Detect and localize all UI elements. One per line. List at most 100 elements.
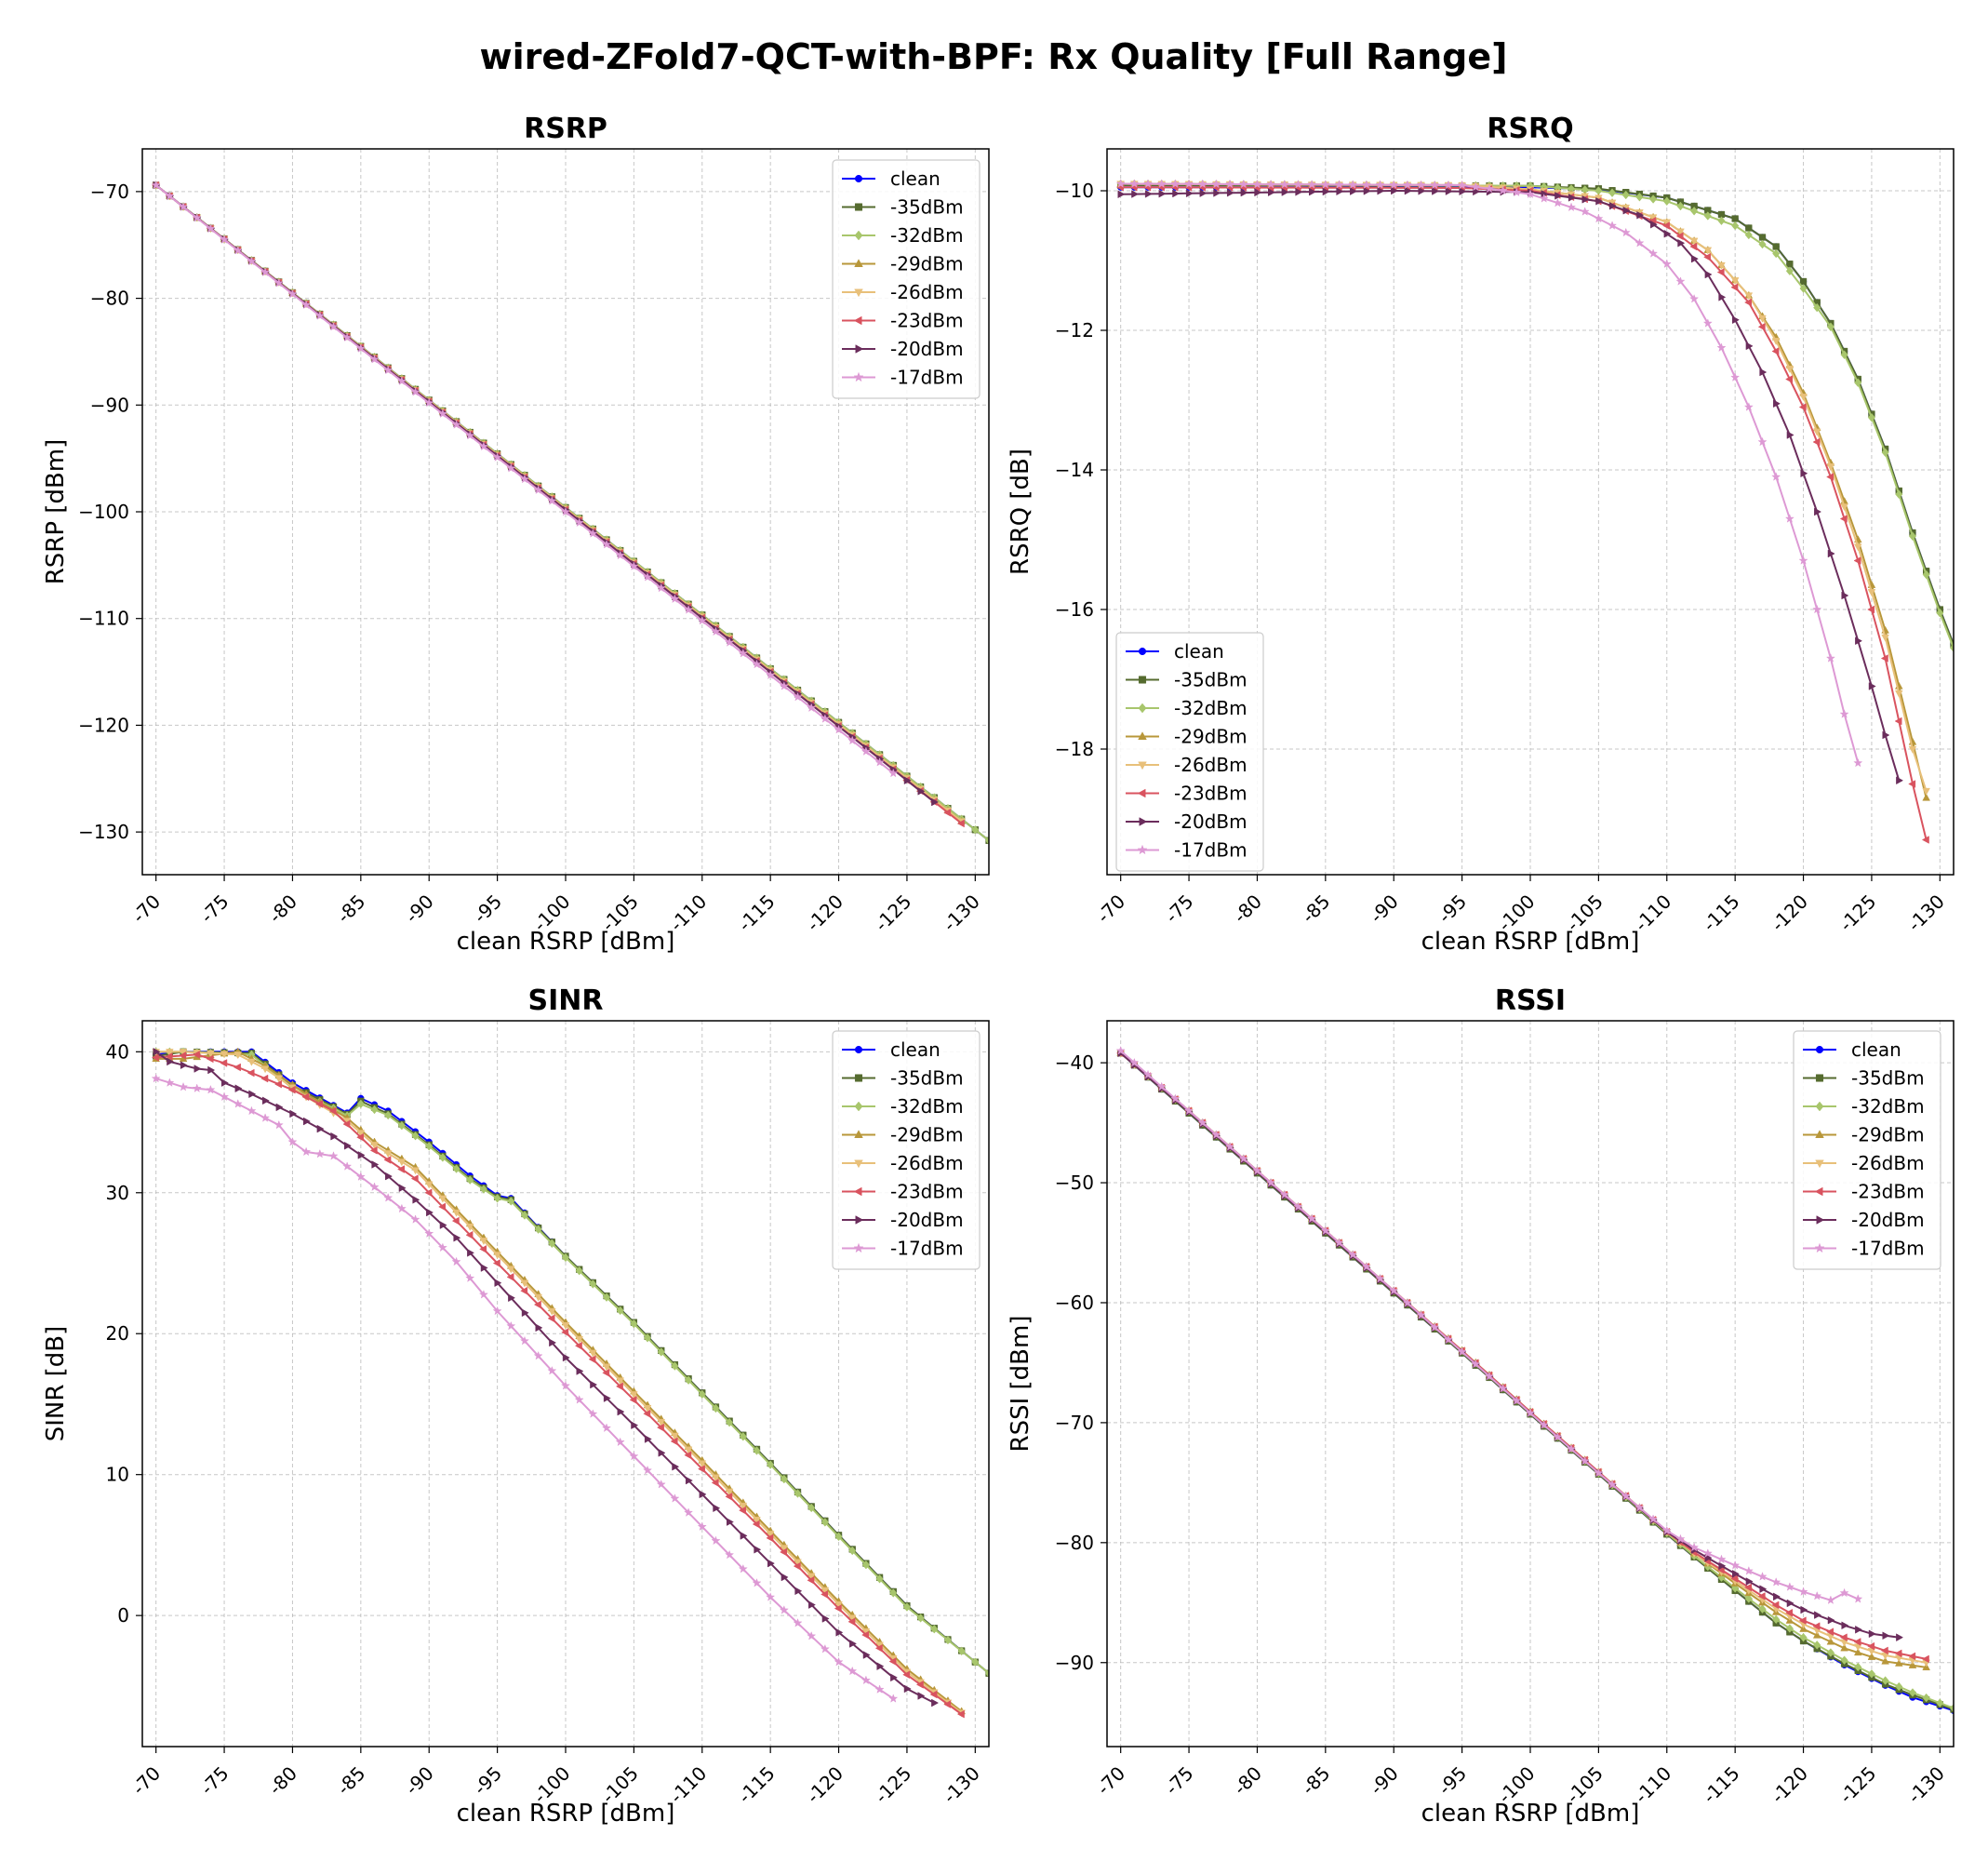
sinr-point-m32dbm	[834, 1532, 843, 1542]
rsrp-legend-label-m32dbm: -32dBm	[890, 224, 964, 247]
sinr-point-m26dbm	[506, 1266, 515, 1274]
rssi-point-m32dbm	[1826, 1648, 1835, 1657]
rsrq-point-m20dbm	[1172, 189, 1181, 198]
sinr-legend: clean -35dBm -32dBm -29dBm -26dBm -23dBm -20dB…	[832, 1030, 981, 1270]
sinr-point-m17dbm	[219, 1092, 230, 1102]
sinr-point-m32dbm	[767, 1460, 775, 1469]
rsrp-point-m17dbm	[383, 365, 394, 375]
sinr-point-m26dbm	[834, 1600, 843, 1609]
rsrq-point-m20dbm	[1281, 188, 1289, 196]
rsrp-y-tick-label: −100	[78, 501, 129, 523]
sinr-point-m23dbm	[451, 1216, 460, 1225]
rsrp-point-m17dbm	[342, 332, 353, 342]
sinr-point-m17dbm	[206, 1084, 216, 1094]
sinr-point-m23dbm	[670, 1437, 678, 1446]
rsrp-point-m17dbm	[410, 387, 420, 396]
sinr-point-m20dbm	[412, 1196, 420, 1204]
rsrq-y-tick-label: −16	[1055, 598, 1094, 621]
rsrq-point-m17dbm	[1457, 180, 1467, 190]
rsrp-legend-marker-m35dbm	[854, 203, 863, 211]
rsrq-point-m17dbm	[1375, 180, 1385, 189]
rsrq-point-m23dbm	[1757, 322, 1766, 331]
sinr-point-m17dbm	[752, 1577, 762, 1587]
rsrq-point-m17dbm	[1798, 556, 1808, 565]
rssi-legend-marker-m32dbm	[1815, 1101, 1824, 1112]
rsrq-point-m17dbm	[1402, 180, 1412, 190]
rsrp-point-m17dbm	[793, 691, 803, 702]
sinr-legend-label-m29dbm: -29dBm	[890, 1124, 964, 1146]
rsrq-point-m23dbm	[1798, 403, 1807, 411]
rsrq-point-m20dbm	[1595, 196, 1604, 206]
rssi-legend-label-m26dbm: -26dBm	[1851, 1152, 1925, 1174]
rssi-point-m32dbm	[1772, 1614, 1781, 1625]
rssi-y-axis-label: RSSI [dBm]	[1007, 1316, 1034, 1453]
rssi-legend-marker-m17dbm	[1814, 1242, 1825, 1253]
rsrq-point-m17dbm	[1156, 179, 1167, 188]
rsrp-point-m17dbm	[465, 430, 475, 440]
rsrq-point-m20dbm	[1213, 189, 1221, 197]
rssi-point-m29dbm	[1894, 1658, 1903, 1667]
rssi-point-m32dbm	[1799, 1632, 1808, 1642]
sinr-point-m32dbm	[902, 1602, 912, 1612]
sinr-point-m26dbm	[684, 1446, 693, 1454]
rsrq-point-m32dbm	[1949, 643, 1954, 653]
rsrq-point-m17dbm	[1307, 180, 1317, 189]
sinr-point-m17dbm	[247, 1105, 257, 1116]
rsrq-point-m17dbm	[1675, 276, 1686, 286]
sinr-point-m32dbm	[848, 1546, 857, 1556]
rsrp-y-tick-label: −70	[90, 181, 129, 203]
rsrp-point-m32dbm	[971, 824, 980, 835]
rsrp-point-m17dbm	[820, 714, 830, 723]
rsrp-panel: -70 -75 -80 -85 -90 -95 -100 -105 -110 -115 -120 -1…	[42, 113, 990, 956]
rsrq-point-m23dbm	[1744, 298, 1752, 307]
rsrp-point-m17dbm	[260, 267, 271, 276]
sinr-point-m20dbm	[658, 1449, 666, 1457]
rssi-y-tick-label: −70	[1055, 1412, 1094, 1434]
rsrq-point-m17dbm	[1211, 179, 1221, 189]
sinr-point-m26dbm	[356, 1130, 366, 1138]
rssi-point-m20dbm	[1882, 1631, 1890, 1641]
sinr-point-m17dbm	[519, 1335, 530, 1346]
sinr-point-m23dbm	[656, 1423, 664, 1432]
sinr-legend-label-m17dbm: -17dBm	[890, 1238, 964, 1260]
rsrq-point-m17dbm	[1197, 179, 1207, 189]
rssi-point-m17dbm	[1634, 1502, 1645, 1512]
sinr-legend-label-clean: clean	[890, 1038, 941, 1061]
rsrq-point-m17dbm	[1348, 180, 1358, 189]
rsrq-point-m32dbm	[1758, 239, 1767, 249]
rsrq-point-m32dbm	[1635, 192, 1644, 202]
rsrp-series-group	[151, 180, 989, 846]
rssi-point-m17dbm	[1389, 1285, 1399, 1295]
rsrq-point-m26dbm	[1908, 745, 1917, 754]
sinr-point-m20dbm	[603, 1394, 611, 1402]
rsrq-legend-marker-clean	[1138, 647, 1147, 656]
sinr-point-m26dbm	[438, 1195, 447, 1203]
rsrq-point-m17dbm	[1730, 372, 1741, 382]
rssi-point-m17dbm	[1375, 1273, 1385, 1283]
rsrq-point-m20dbm	[1745, 342, 1754, 351]
rssi-point-m23dbm	[1908, 1652, 1916, 1661]
sinr-point-m32dbm	[479, 1185, 488, 1194]
sinr-point-m32dbm	[397, 1120, 406, 1131]
sinr-point-m20dbm	[535, 1323, 543, 1333]
rssi-point-m17dbm	[1839, 1587, 1849, 1598]
rsrq-point-m32dbm	[1676, 201, 1685, 211]
sinr-point-m20dbm	[931, 1698, 940, 1708]
rsrp-point-m17dbm	[151, 180, 161, 190]
rsrp-legend-marker-clean	[854, 174, 863, 183]
rssi-point-m20dbm	[1773, 1592, 1781, 1601]
sinr-point-m20dbm	[890, 1673, 899, 1682]
rsrq-point-m20dbm	[1350, 187, 1357, 195]
rsrq-point-m20dbm	[1773, 399, 1781, 408]
sinr-point-m23dbm	[643, 1409, 651, 1418]
rssi-point-m23dbm	[1744, 1583, 1752, 1592]
sinr-point-m17dbm	[314, 1148, 325, 1158]
sinr-point-m17dbm	[192, 1083, 202, 1093]
rsrp-point-m17dbm	[574, 517, 584, 528]
rsrq-point-m17dbm	[1689, 293, 1700, 303]
rssi-point-m29dbm	[1881, 1656, 1889, 1665]
sinr-point-m32dbm	[370, 1105, 379, 1115]
rssi-point-m17dbm	[1156, 1081, 1167, 1092]
sinr-point-m17dbm	[874, 1684, 885, 1694]
rssi-point-m20dbm	[1800, 1605, 1808, 1614]
